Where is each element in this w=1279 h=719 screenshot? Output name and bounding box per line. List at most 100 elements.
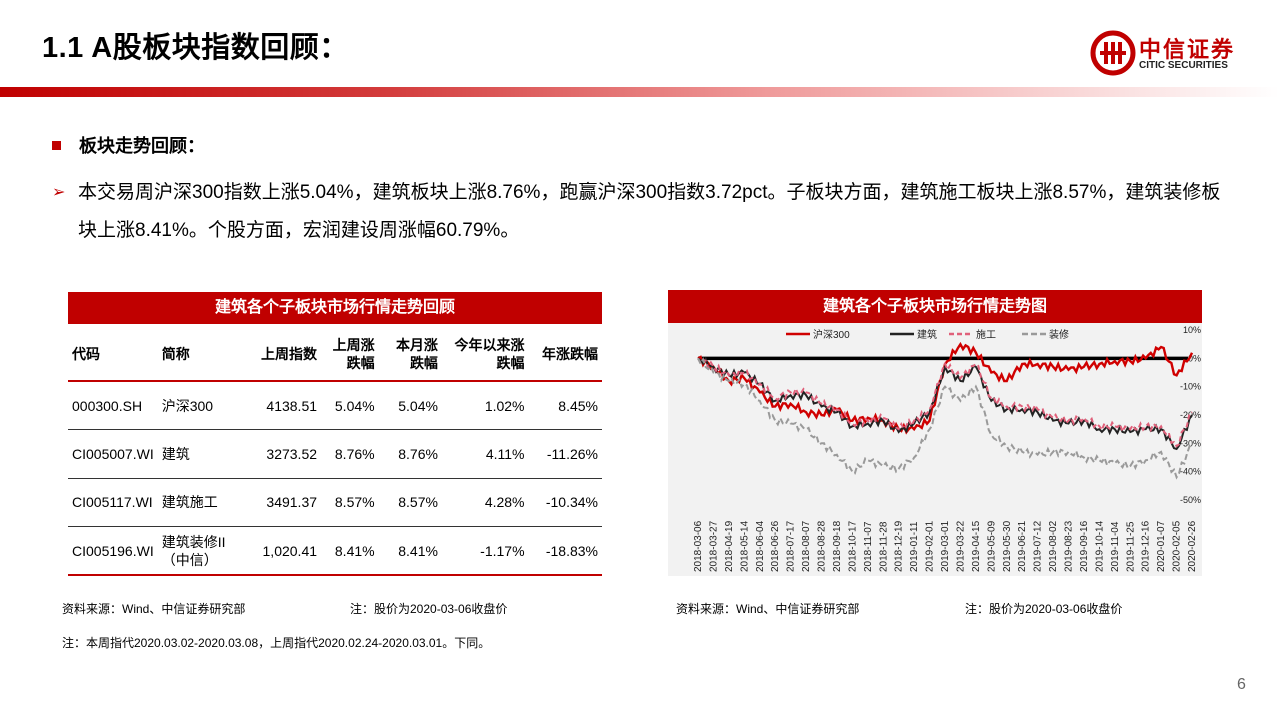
cell-weekly: 8.76% <box>321 429 379 479</box>
x-tick-label: 2018-04-19 <box>724 520 735 572</box>
table-title: 建筑各个子板块市场行情走势回顾 <box>68 292 602 324</box>
slide-title: 1.1 A股板块指数回顾： <box>42 32 349 64</box>
col-header-ytd-change: 今年以来涨跌幅 <box>441 327 529 382</box>
x-tick-label: 2018-09-18 <box>832 520 843 572</box>
x-tick-label: 2018-07-17 <box>786 520 797 572</box>
cell-name: 沪深300 <box>157 381 242 430</box>
x-tick-label: 2019-05-09 <box>986 520 997 572</box>
x-tick-label: 2018-05-14 <box>739 520 750 572</box>
cell-annual: -11.26% <box>528 429 602 479</box>
table-row: CI005007.WI 建筑 3273.52 8.76% 8.76% 4.11%… <box>68 429 602 479</box>
footnote: 注：本周指代2020.03.02-2020.03.08，上周指代2020.02.… <box>62 636 491 650</box>
cell-ytd: -1.17% <box>441 526 529 576</box>
x-tick-label: 2018-06-04 <box>755 520 766 572</box>
x-tick-label: 2019-02-01 <box>925 520 936 572</box>
x-tick-label: 2018-03-27 <box>708 520 719 572</box>
summary-paragraph: ➢ 本交易周沪深300指数上涨5.04%，建筑板块上涨8.76%，跑赢沪深300… <box>52 174 1232 250</box>
citic-logo-icon <box>1090 30 1136 76</box>
legend-label: 施工 <box>976 328 996 341</box>
cell-name: 建筑施工 <box>157 478 242 527</box>
cell-monthly: 5.04% <box>378 381 442 430</box>
x-tick-label: 2019-09-16 <box>1079 520 1090 572</box>
chart-container: 建筑各个子板块市场行情走势图 10% 0% -10% -20% -30% -40% -50%… <box>668 290 1202 576</box>
cell-monthly: 8.57% <box>378 478 442 527</box>
table-row: 000300.SH 沪深300 4138.51 5.04% 5.04% 1.02… <box>68 381 602 430</box>
x-tick-label: 2019-07-12 <box>1033 520 1044 572</box>
cell-code: CI005117.WI <box>68 478 158 527</box>
col-header-name: 简称 <box>157 327 242 382</box>
x-tick-label: 2018-12-19 <box>894 520 905 572</box>
x-tick-label: 2019-11-25 <box>1125 521 1136 572</box>
x-tick-label: 2018-08-28 <box>817 520 828 572</box>
table-row: CI005196.WI 建筑装修II（中信） 1,020.41 8.41% 8.… <box>68 526 602 576</box>
x-tick-label: 2019-08-23 <box>1064 520 1075 572</box>
y-tick-label: -40% <box>1180 467 1201 477</box>
x-tick-label: 2019-10-14 <box>1094 520 1105 572</box>
cell-monthly: 8.76% <box>378 429 442 479</box>
col-header-code: 代码 <box>68 327 158 382</box>
x-tick-label: 2019-01-11 <box>909 521 920 572</box>
x-tick-label: 2018-03-06 <box>693 520 704 572</box>
cell-monthly: 8.41% <box>378 526 442 576</box>
cell-name: 建筑装修II（中信） <box>157 526 242 576</box>
section-heading: 板块走势回顾： <box>52 132 205 158</box>
page-number: 6 <box>1237 676 1246 693</box>
cell-annual: -18.83% <box>528 526 602 576</box>
cell-weekly: 8.41% <box>321 526 379 576</box>
series-line-4 <box>697 357 1193 480</box>
table-price-note: 注：股价为2020-03-06收盘价 <box>350 602 508 616</box>
table-header-row: 代码 简称 上周指数 上周涨跌幅 本月涨跌幅 今年以来涨跌幅 年涨跌幅 <box>68 327 602 382</box>
cell-code: CI005196.WI <box>68 526 158 576</box>
sector-table: 代码 简称 上周指数 上周涨跌幅 本月涨跌幅 今年以来涨跌幅 年涨跌幅 0003… <box>68 327 602 576</box>
x-tick-label: 2020-02-05 <box>1172 520 1183 572</box>
cell-annual: -10.34% <box>528 478 602 527</box>
cell-weekly: 8.57% <box>321 478 379 527</box>
bullet-square-icon <box>52 140 61 150</box>
col-header-annual-change: 年涨跌幅 <box>528 327 602 382</box>
x-tick-label: 2019-03-22 <box>955 520 966 572</box>
table-source-note: 资料来源：Wind、中信证券研究部 <box>62 602 246 616</box>
summary-text: 本交易周沪深300指数上涨5.04%，建筑板块上涨8.76%，跑赢沪深300指数… <box>78 182 1221 241</box>
cell-index: 3491.37 <box>241 478 322 527</box>
y-tick-label: -50% <box>1180 495 1201 505</box>
y-tick-label: -20% <box>1180 410 1201 420</box>
x-tick-label: 2019-05-30 <box>1002 520 1013 572</box>
x-tick-label: 2020-01-07 <box>1156 520 1167 572</box>
x-tick-label: 2018-11-07 <box>863 521 874 572</box>
chart-source-note: 资料来源：Wind、中信证券研究部 <box>676 602 860 616</box>
x-tick-label: 2018-11-28 <box>878 521 889 572</box>
col-header-last-week-index: 上周指数 <box>241 327 322 382</box>
cell-code: 000300.SH <box>68 381 158 430</box>
y-tick-label: -30% <box>1180 438 1201 448</box>
y-tick-label: -10% <box>1180 382 1201 392</box>
x-tick-label: 2019-06-21 <box>1017 520 1028 572</box>
x-tick-label: 2019-03-01 <box>940 520 951 572</box>
x-tick-label: 2019-04-15 <box>971 520 982 572</box>
cell-name: 建筑 <box>157 429 242 479</box>
series-line-2 <box>697 356 1193 451</box>
x-tick-label: 2018-08-07 <box>801 520 812 572</box>
x-tick-label: 2019-12-16 <box>1141 520 1152 572</box>
citic-logo: 中信证券 CITIC SECURITIES <box>1090 30 1250 78</box>
chart-title: 建筑各个子板块市场行情走势图 <box>668 290 1202 323</box>
table-row: CI005117.WI 建筑施工 3491.37 8.57% 8.57% 4.2… <box>68 478 602 527</box>
y-tick-label: 10% <box>1183 325 1201 335</box>
section-heading-text: 板块走势回顾： <box>79 136 205 156</box>
y-tick-label: 0% <box>1188 353 1201 363</box>
arrow-bullet-icon: ➢ <box>52 184 66 201</box>
legend-label: 装修 <box>1049 328 1069 341</box>
col-header-monthly-change: 本月涨跌幅 <box>378 327 442 382</box>
legend-label: 建筑 <box>917 328 937 341</box>
x-tick-label: 2018-06-26 <box>770 520 781 572</box>
chart-price-note: 注：股价为2020-03-06收盘价 <box>965 602 1123 616</box>
x-tick-label: 2019-11-04 <box>1110 521 1121 572</box>
line-chart: 10% 0% -10% -20% -30% -40% -50% 沪深300 建筑 施工 装修 2018… <box>693 325 1201 572</box>
cell-annual: 8.45% <box>528 381 602 430</box>
x-tick-label: 2019-08-02 <box>1048 520 1059 572</box>
cell-index: 1,020.41 <box>241 526 322 576</box>
cell-weekly: 5.04% <box>321 381 379 430</box>
col-header-weekly-change: 上周涨跌幅 <box>321 327 379 382</box>
x-tick-label: 2020-02-26 <box>1187 520 1198 572</box>
x-tick-label: 2018-10-17 <box>847 520 858 572</box>
legend-label: 沪深300 <box>813 328 850 341</box>
